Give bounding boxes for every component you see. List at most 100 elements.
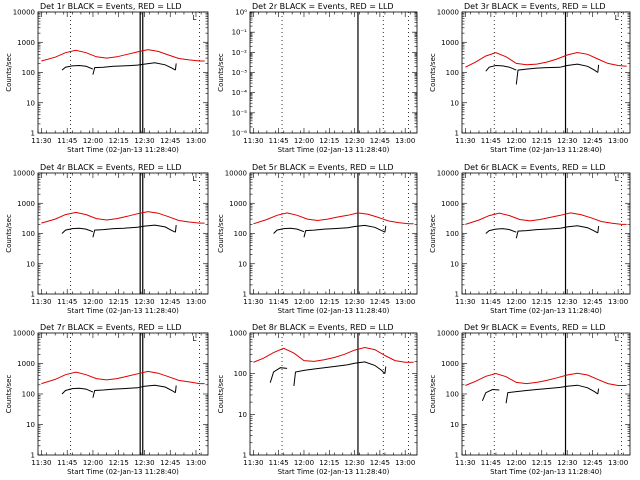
events-series-segment: [137, 224, 176, 233]
x-tick-label: 12:00: [294, 298, 314, 306]
x-tick-label: 13:00: [395, 137, 415, 145]
y-tick-label: 100: [22, 391, 35, 399]
x-tick-label: 12:30: [557, 459, 577, 467]
panel-det-4: Det 4r BLACK = Events, RED = LLD 1 10 100 10…: [5, 163, 209, 315]
x-axis-label: Start Time (02-Jan-13 11:28:40): [67, 468, 179, 476]
panel-title: Det 9r BLACK = Events, RED = LLD: [464, 323, 606, 332]
y-tick-label: 10: [238, 260, 247, 268]
y-tick-label: 10: [450, 99, 459, 107]
x-tick-label: 11:45: [481, 137, 501, 145]
corner-mark: L: [193, 335, 197, 343]
panel-title: Det 6r BLACK = Events, RED = LLD: [464, 163, 606, 172]
y-tick-label: 1000: [229, 330, 247, 338]
y-tick-label: 10⁻⁵: [232, 109, 248, 117]
y-tick-label: 10⁰: [235, 9, 247, 17]
x-tick-label: 13:00: [395, 459, 415, 467]
y-tick-label: 10⁻³: [232, 69, 248, 77]
events-series-segment: [92, 64, 138, 75]
x-tick-label: 11:45: [481, 459, 501, 467]
panel-title: Det 3r BLACK = Events, RED = LLD: [464, 2, 606, 11]
events-series-segment: [269, 367, 288, 383]
x-tick-label: 12:00: [506, 459, 526, 467]
y-axis-label: Counts/sec: [429, 53, 437, 92]
events-series-segment: [505, 386, 561, 404]
y-axis-label: Counts/sec: [5, 375, 13, 414]
events-series-segment: [137, 384, 176, 394]
plot-frame: [37, 172, 209, 295]
x-axis-label: Start Time (02-Jan-13 11:28:40): [278, 146, 390, 154]
x-tick-label: 12:00: [506, 298, 526, 306]
x-tick-label: 12:00: [83, 137, 103, 145]
x-axis-label: Start Time (02-Jan-13 11:28:40): [490, 307, 602, 315]
y-tick-label: 10000: [437, 330, 459, 338]
events-series-segment: [174, 385, 177, 393]
events-series-segment: [92, 387, 138, 398]
panel-det-1: Det 1r BLACK = Events, RED = LLD 1 10 100 10…: [5, 2, 209, 154]
x-tick-label: 12:00: [294, 459, 314, 467]
y-axis-label: Counts/sec: [217, 214, 225, 253]
y-tick-label: 100: [446, 230, 459, 238]
x-tick-label: 13:00: [608, 137, 628, 145]
x-tick-label: 13:00: [608, 298, 628, 306]
x-tick-label: 12:15: [319, 298, 339, 306]
x-tick-label: 11:30: [31, 298, 51, 306]
plot-frame: [461, 172, 631, 295]
corner-mark: L: [615, 14, 619, 22]
lld-series-line: [253, 212, 414, 225]
x-tick-label: 11:30: [31, 137, 51, 145]
y-tick-label: 1000: [17, 360, 35, 368]
x-tick-label: 12:15: [532, 137, 552, 145]
x-tick-label: 13:00: [186, 459, 206, 467]
x-tick-label: 11:45: [269, 137, 289, 145]
x-tick-label: 11:30: [455, 137, 475, 145]
x-axis-label: Start Time (02-Jan-13 11:28:40): [67, 146, 179, 154]
events-series-segment: [174, 225, 177, 233]
panel-title: Det 4r BLACK = Events, RED = LLD: [40, 163, 182, 172]
x-tick-label: 12:30: [344, 298, 364, 306]
x-axis-label: Start Time (02-Jan-13 11:28:40): [278, 468, 390, 476]
panel-title: Det 1r BLACK = Events, RED = LLD: [40, 2, 182, 11]
y-tick-label: 10000: [437, 9, 459, 17]
plot-frame: [249, 11, 418, 134]
y-tick-label: 1000: [441, 39, 459, 47]
y-tick-label: 10⁻⁶: [232, 130, 248, 138]
x-tick-label: 12:45: [370, 137, 390, 145]
x-tick-label: 11:45: [57, 137, 77, 145]
x-axis-label: Start Time (02-Jan-13 11:28:40): [490, 146, 602, 154]
lld-series-line: [253, 346, 414, 363]
y-tick-label: 1000: [441, 360, 459, 368]
plot-frame: [249, 172, 418, 295]
y-tick-label: 1: [455, 130, 459, 138]
y-tick-label: 10000: [13, 170, 35, 178]
x-tick-label: 11:30: [455, 298, 475, 306]
x-tick-label: 11:30: [243, 298, 263, 306]
y-tick-label: 10000: [13, 330, 35, 338]
plot-frame: [37, 332, 209, 456]
y-tick-label: 10: [26, 421, 35, 429]
events-series-segment: [303, 227, 348, 238]
x-tick-label: 12:30: [134, 459, 154, 467]
y-tick-label: 10: [26, 260, 35, 268]
x-tick-label: 11:45: [269, 459, 289, 467]
y-tick-label: 100: [234, 230, 247, 238]
x-tick-label: 12:45: [370, 298, 390, 306]
y-tick-label: 10⁻⁴: [232, 89, 248, 97]
x-axis-label: Start Time (02-Jan-13 11:28:40): [490, 468, 602, 476]
x-tick-label: 12:30: [344, 137, 364, 145]
events-series-segment: [560, 384, 599, 395]
panel-title: Det 2r BLACK = Events, RED = LLD: [252, 2, 394, 11]
x-tick-label: 12:00: [83, 459, 103, 467]
panel-det-3: Det 3r BLACK = Events, RED = LLD 1 10 100 10…: [429, 2, 631, 154]
events-series-segment: [61, 64, 94, 71]
y-tick-label: 100: [22, 230, 35, 238]
x-tick-label: 12:15: [319, 459, 339, 467]
panel-det-5: Det 5r BLACK = Events, RED = LLD 1 10 100 10…: [217, 163, 418, 315]
events-series-segment: [293, 364, 348, 386]
x-tick-label: 11:30: [243, 459, 263, 467]
x-tick-label: 13:00: [608, 459, 628, 467]
events-series-segment: [137, 62, 176, 71]
y-tick-label: 10⁻²: [232, 49, 248, 57]
x-tick-label: 12:30: [557, 298, 577, 306]
y-tick-label: 1: [243, 452, 247, 460]
x-tick-label: 12:45: [160, 459, 180, 467]
